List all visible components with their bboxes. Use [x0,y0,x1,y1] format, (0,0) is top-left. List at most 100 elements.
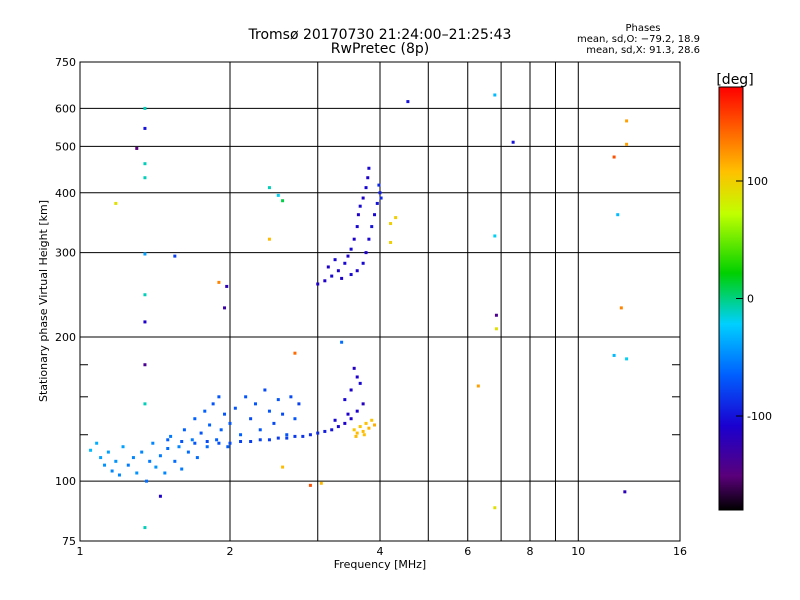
y-tick-label: 500 [55,140,76,153]
chart-subtitle: RwPretec (8p) [331,41,429,57]
data-point [267,237,271,241]
data-point [276,398,280,402]
data-point [223,412,227,416]
data-point [625,119,629,123]
data-point [281,199,285,203]
plot-border [79,61,681,542]
data-point [625,357,629,361]
data-point [349,417,353,421]
y-tick-labels: 75 100 200 300 400 500 600 750 [55,56,76,548]
y-tick-label: 600 [55,102,76,115]
data-point [378,191,382,195]
data-point [228,441,232,445]
data-point [114,201,118,205]
data-point [143,176,147,180]
data-point [95,441,99,445]
data-point [625,142,629,146]
data-point [166,438,170,442]
data-point [356,213,360,217]
data-point [182,428,186,432]
data-point [148,459,152,463]
data-point [343,261,347,265]
colorbar-tick-label: 0 [747,293,754,306]
stats-o-line: mean, sd,O: −79.2, 18.9 [577,34,700,45]
y-axis-label: Stationary phase Virtual Height [km] [37,200,50,402]
data-point [143,402,147,406]
data-point [173,254,177,258]
data-point [330,274,334,278]
data-point [239,440,243,444]
data-point [377,183,381,187]
x-axis-label: Frequency [MHz] [334,558,426,571]
data-point [285,436,289,440]
data-point [373,423,377,427]
data-point [389,240,393,244]
data-point [355,375,359,379]
data-point [355,225,359,229]
chart-title: Tromsø 20170730 21:24:00–21:25:43 [248,27,512,43]
data-point [267,186,271,190]
data-point [219,428,223,432]
data-point [253,402,257,406]
data-point [316,431,320,435]
data-point [143,293,147,297]
data-point [336,269,340,273]
data-point [289,395,293,399]
data-point [169,434,173,438]
data-point [276,436,280,440]
data-point [217,395,221,399]
x-tick-label: 2 [227,545,234,558]
data-point [336,425,340,429]
data-point [370,225,374,229]
data-point [89,448,93,452]
data-point [623,490,627,494]
data-point [355,431,359,435]
data-point [379,196,383,200]
data-point [205,440,209,444]
data-point [619,306,623,310]
y-tick-label: 750 [55,56,76,69]
y-tick-label: 200 [55,331,76,344]
x-tick-label: 4 [377,545,384,558]
data-point [158,494,162,498]
x-tick-label: 1 [77,545,84,558]
data-point [163,471,167,475]
data-point [258,438,262,442]
data-point [126,463,130,467]
data-point [361,196,365,200]
data-point [180,440,184,444]
data-point [285,433,289,437]
data-point [249,417,253,421]
data-point [233,406,237,410]
data-point [186,450,190,454]
data-point [367,426,371,430]
data-point [244,395,248,399]
data-point [493,506,497,510]
data-point [199,431,203,435]
data-point [511,140,515,144]
grid-lines [79,61,681,542]
data-point [228,421,232,425]
data-point [319,481,323,485]
data-point [281,412,285,416]
data-point [364,186,368,190]
data-point [308,433,312,437]
data-point [106,450,110,454]
data-point [154,465,158,469]
data-point [143,363,147,367]
data-point [373,213,377,217]
stats-heading: Phases [625,23,660,34]
data-point [394,216,398,220]
data-point [193,441,197,445]
data-point [361,402,365,406]
data-point [333,418,337,422]
data-point [343,421,347,425]
data-point [249,440,253,444]
plot-frame: 1 2 4 6 8 10 16 75 100 200 300 400 500 600 750 [55,56,687,558]
data-point [203,409,207,413]
data-points [89,93,629,530]
data-point [110,469,114,473]
data-point [217,441,221,445]
data-point [349,388,353,392]
data-point [355,269,359,273]
